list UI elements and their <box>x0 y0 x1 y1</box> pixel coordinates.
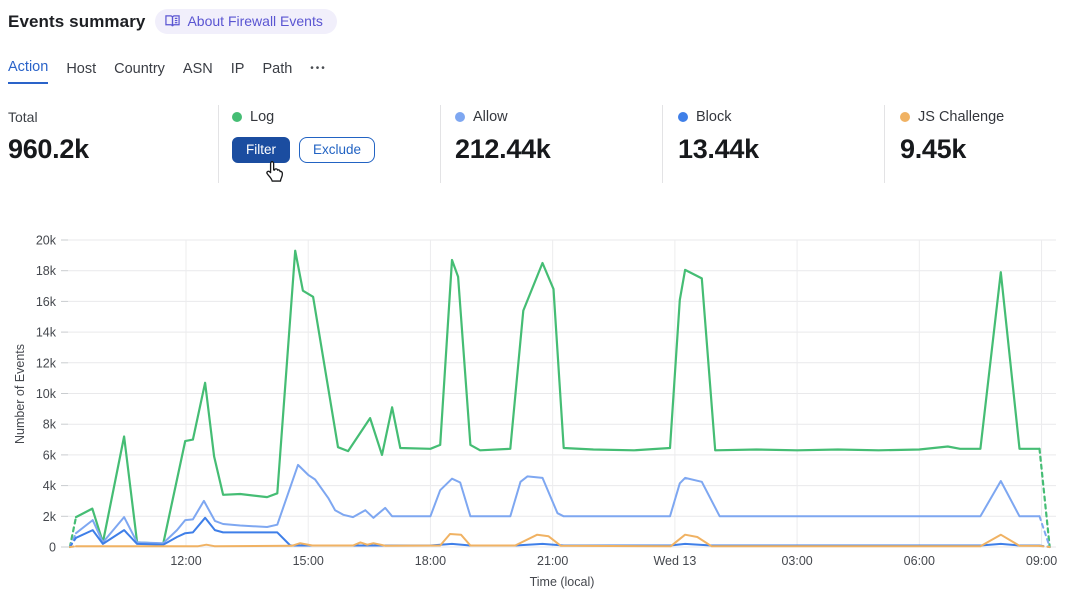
allow-legend-dot <box>455 112 465 122</box>
svg-text:14k: 14k <box>36 326 57 340</box>
svg-text:2k: 2k <box>43 510 57 524</box>
svg-text:18:00: 18:00 <box>415 554 446 568</box>
svg-text:Time (local): Time (local) <box>530 575 595 589</box>
log-label: Log <box>250 109 275 125</box>
svg-text:09:00: 09:00 <box>1026 554 1057 568</box>
svg-text:Wed 13: Wed 13 <box>653 554 696 568</box>
tab-asn[interactable]: ASN <box>182 61 213 77</box>
svg-text:18k: 18k <box>36 264 57 278</box>
total-label: Total <box>8 109 38 125</box>
tab-ip[interactable]: IP <box>230 61 245 77</box>
divider <box>884 105 885 183</box>
book-icon <box>165 14 181 28</box>
cursor-icon <box>264 160 287 191</box>
svg-text:15:00: 15:00 <box>293 554 324 568</box>
tab-country[interactable]: Country <box>114 61 165 77</box>
svg-text:10k: 10k <box>36 387 57 401</box>
page-title: Events summary <box>8 11 146 31</box>
svg-text:Number of Events: Number of Events <box>13 344 27 444</box>
block-legend-dot <box>678 112 688 122</box>
svg-text:12:00: 12:00 <box>170 554 201 568</box>
badge-label: About Firewall Events <box>187 13 323 29</box>
divider <box>440 105 441 183</box>
js-challenge-legend-dot <box>900 112 910 122</box>
log-legend-dot <box>232 112 242 122</box>
js-challenge-label: JS Challenge <box>918 109 1005 125</box>
svg-text:0: 0 <box>49 541 56 555</box>
divider <box>662 105 663 183</box>
svg-text:12k: 12k <box>36 356 57 370</box>
header: Events summary About Firewall Events <box>8 9 337 34</box>
svg-text:8k: 8k <box>43 418 57 432</box>
svg-text:6k: 6k <box>43 448 57 462</box>
allow-value: 212.44k <box>455 134 551 164</box>
allow-label: Allow <box>473 109 508 125</box>
tab-bar: Action Host Country ASN IP Path ••• <box>8 59 327 84</box>
svg-text:16k: 16k <box>36 295 57 309</box>
block-value: 13.44k <box>678 134 759 164</box>
svg-text:06:00: 06:00 <box>904 554 935 568</box>
tabs-more-button[interactable]: ••• <box>310 63 327 74</box>
events-chart: 0 2k 4k 6k 8k 10k 12k 14k 16k 18k 20k 12:00 15:00 18:… <box>13 234 1057 590</box>
filter-button[interactable]: Filter <box>232 137 290 163</box>
stat-card-js-challenge: JS Challenge 9.45k <box>900 103 1004 165</box>
stat-card-total: Total 960.2k <box>8 103 89 165</box>
stat-card-log: Log Filter Exclude <box>232 103 376 163</box>
divider <box>218 105 219 183</box>
svg-text:4k: 4k <box>43 479 57 493</box>
stats-row: Total 960.2k Log Filter Exclude Allow 21… <box>0 103 1068 185</box>
svg-text:21:00: 21:00 <box>537 554 568 568</box>
stat-card-block: Block 13.44k <box>678 103 759 165</box>
total-value: 960.2k <box>8 134 89 164</box>
tab-path[interactable]: Path <box>262 61 293 77</box>
tab-host[interactable]: Host <box>66 61 97 77</box>
stat-card-allow: Allow 212.44k <box>455 103 551 165</box>
svg-text:20k: 20k <box>36 234 57 248</box>
js-challenge-value: 9.45k <box>900 134 967 164</box>
exclude-button[interactable]: Exclude <box>299 137 376 163</box>
about-firewall-events-badge[interactable]: About Firewall Events <box>155 9 337 34</box>
tab-action[interactable]: Action <box>8 59 49 84</box>
block-label: Block <box>696 109 732 125</box>
svg-text:03:00: 03:00 <box>781 554 812 568</box>
